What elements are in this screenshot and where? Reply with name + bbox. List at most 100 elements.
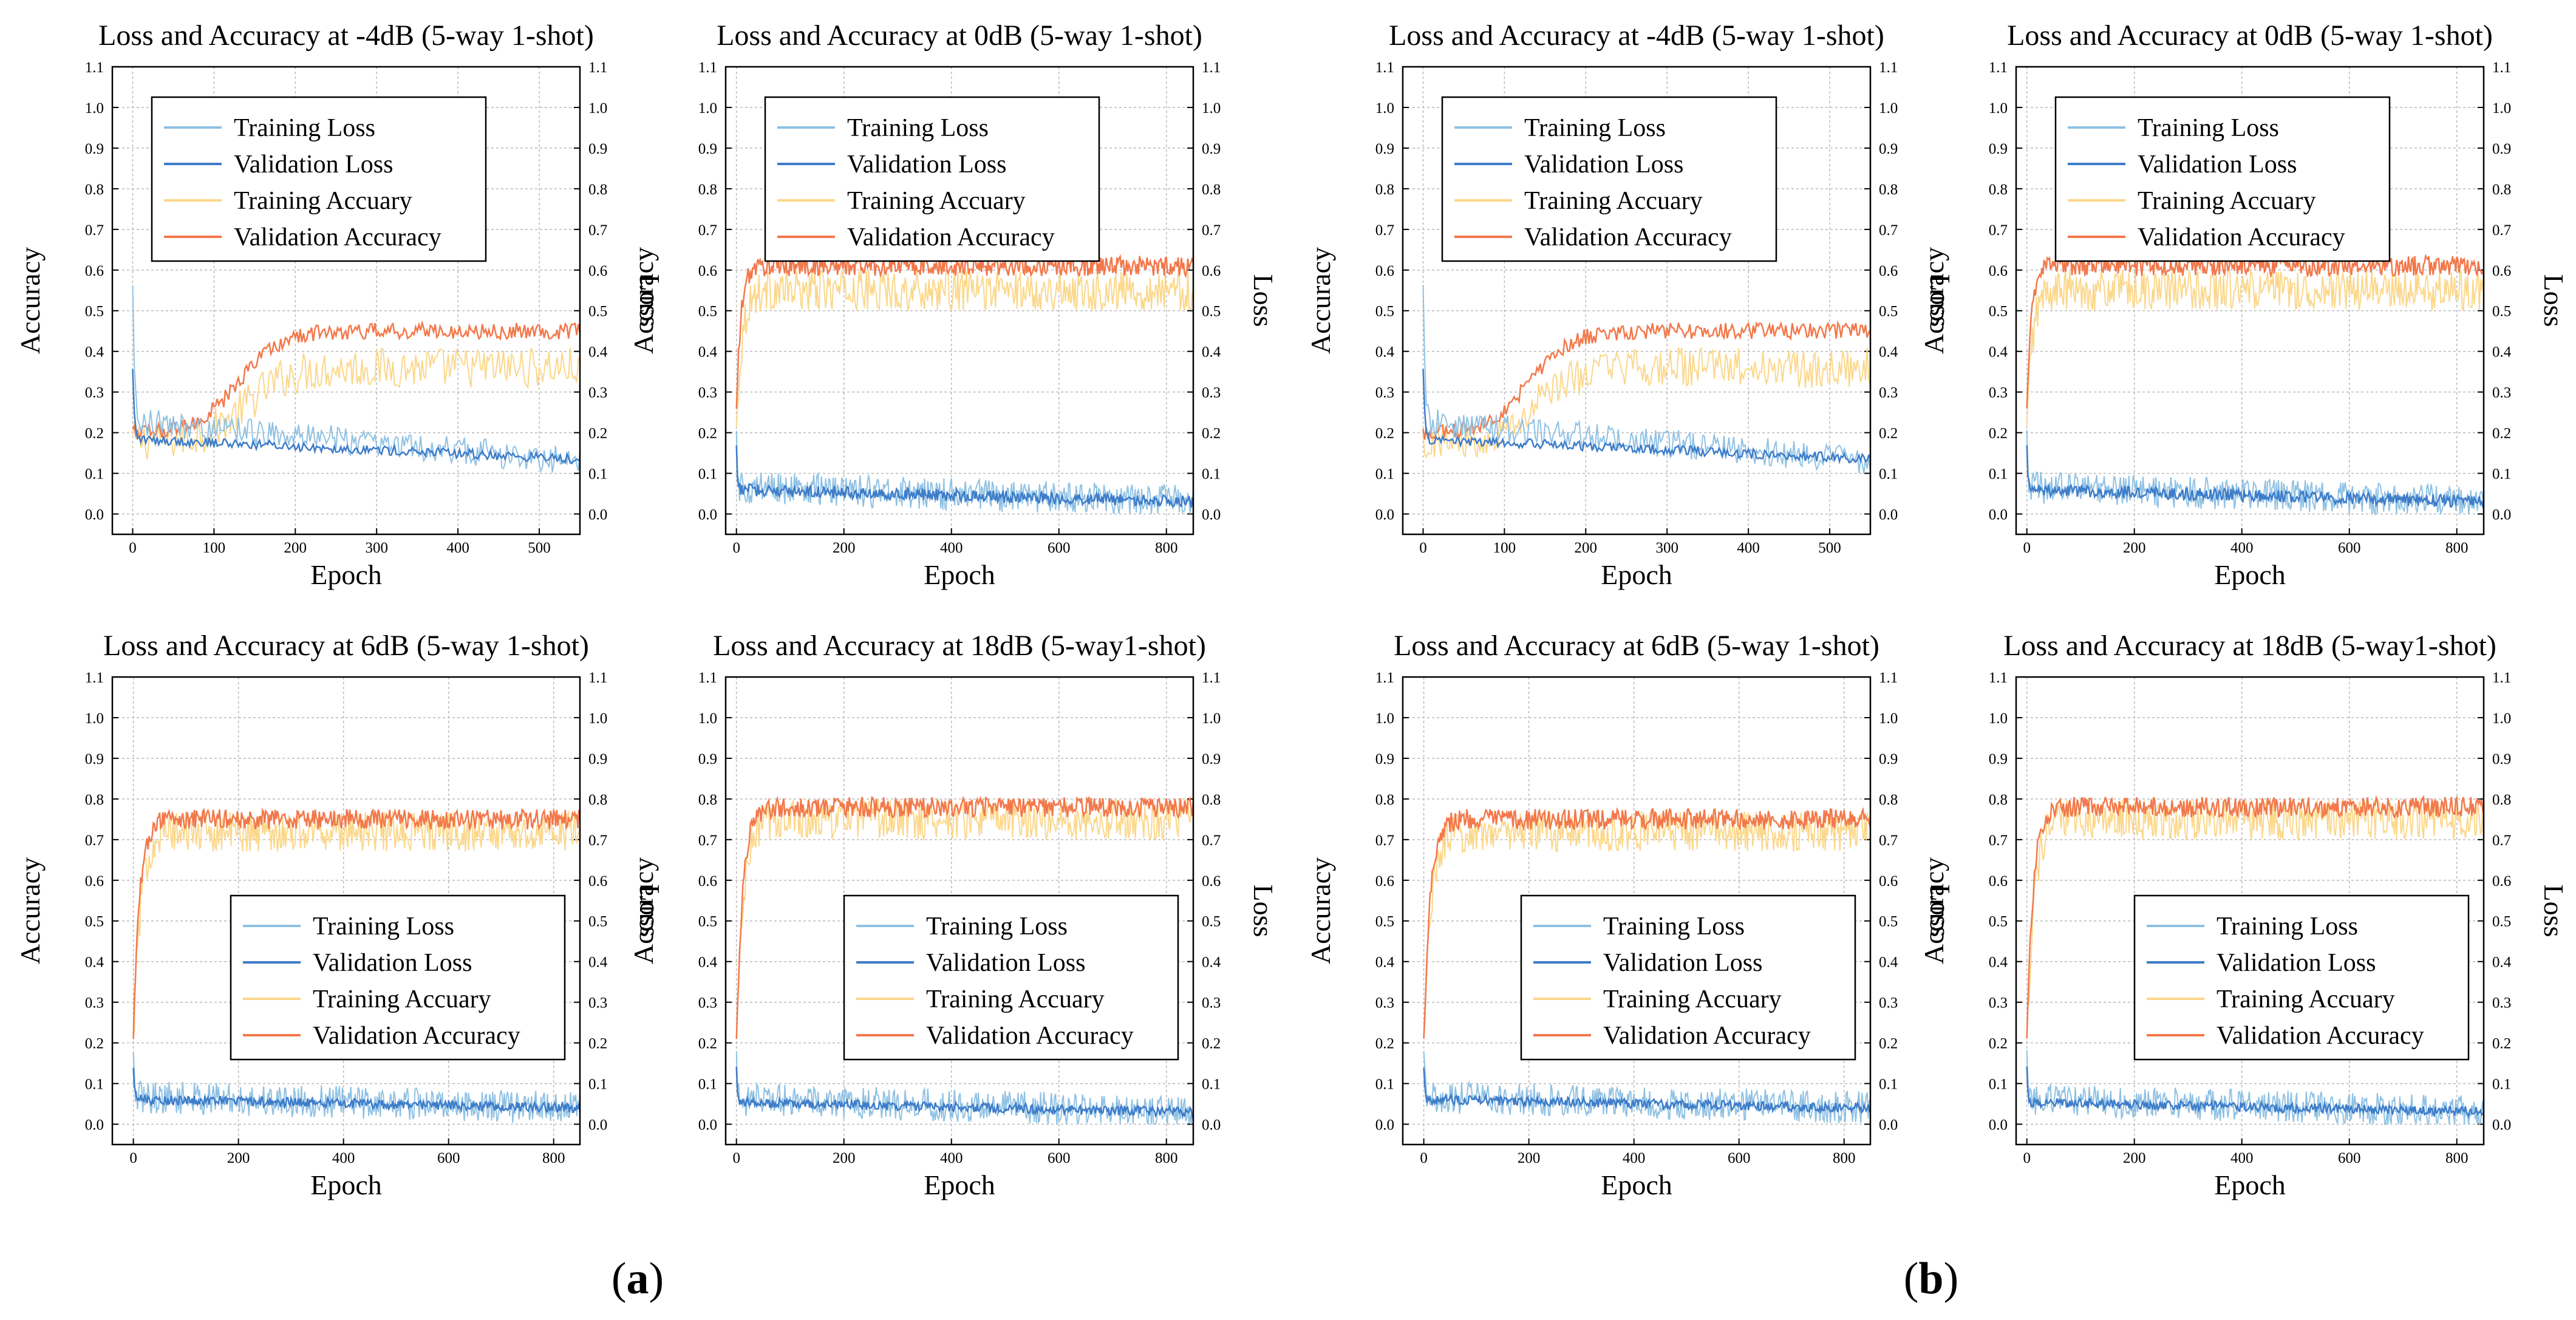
chart-b-1-1: 0 200 400 600 800 0.0 0.0 0.1 0.1 0.2 0.2 0.3 0.3 0.4… (1918, 630, 2569, 1200)
legend-label-validation-loss: Validation Loss (847, 151, 1006, 179)
y-tick-label-left: 0.3 (698, 385, 717, 401)
y-tick-label-left: 1.0 (1989, 100, 2008, 117)
y-tick-label-left: 0.8 (1375, 792, 1394, 808)
x-tick-label: 300 (365, 540, 388, 556)
y-tick-label-right: 0.7 (2492, 832, 2511, 849)
legend-label-training-loss: Training Loss (1603, 913, 1745, 941)
y-tick-label-right: 0.2 (1202, 1036, 1221, 1052)
x-axis-label: Epoch (1601, 559, 1672, 590)
y-tick-label-left: 0.4 (698, 954, 718, 971)
x-axis-label: Epoch (310, 559, 382, 590)
y-tick-label-right: 0.7 (588, 222, 607, 239)
y-tick-label-right: 0.8 (1879, 792, 1898, 808)
legend-box (2133, 894, 2470, 1061)
y-tick-label-left: 0.0 (85, 507, 104, 523)
x-tick-label: 600 (2338, 1150, 2361, 1166)
series-line-validation-loss (1422, 369, 1870, 464)
y-tick-label-right: 1.0 (1879, 710, 1898, 727)
y-tick-label-left: 0.4 (1989, 954, 2008, 971)
y-tick-label-right: 0.6 (2492, 263, 2511, 279)
y-tick-label-left: 0.1 (1375, 466, 1394, 483)
y-tick-label-left: 0.8 (1989, 182, 2008, 198)
panel-label-b-open: ( (1904, 1254, 1919, 1304)
legend-box (1520, 894, 1856, 1061)
series-line-validation-accuracy (1423, 807, 1870, 1039)
series-line-validation-loss (132, 1068, 580, 1114)
y-tick-label-right: 0.4 (1879, 954, 1898, 971)
y-tick-label-left: 0.1 (698, 466, 717, 483)
y-tick-label-left: 0.0 (1375, 507, 1394, 523)
legend-label-training-loss: Training Loss (234, 114, 375, 142)
series-line-training-accuracy (2026, 269, 2484, 427)
y-tick-label-right: 0.8 (1879, 182, 1898, 198)
y-tick-label-left: 0.2 (85, 426, 104, 442)
y-tick-label-left: 1.1 (698, 670, 717, 686)
x-axis-label: Epoch (1601, 1169, 1672, 1200)
legend-box (1441, 96, 1777, 262)
y-tick-label-left: 0.6 (1375, 873, 1394, 890)
y-tick-label-right: 0.5 (2492, 304, 2511, 320)
y-tick-label-right: 0.8 (2492, 182, 2511, 198)
series-line-training-loss (2026, 1050, 2484, 1126)
x-axis-label: Epoch (2214, 1169, 2286, 1200)
y-tick-label-left: 0.1 (1375, 1077, 1394, 1093)
y-tick-label-left: 0.8 (85, 182, 104, 198)
y-tick-label-right: 0.2 (1879, 426, 1898, 442)
legend-label-validation-loss: Validation Loss (2138, 151, 2297, 179)
y-tick-label-left: 0.0 (1375, 1117, 1394, 1134)
legend-label-training-accuracy: Training Accuary (2217, 985, 2395, 1013)
legend-label-validation-accuracy: Validation Accuracy (1603, 1022, 1811, 1050)
legend-label-validation-loss: Validation Loss (1603, 949, 1762, 977)
y-tick-label-left: 1.0 (85, 100, 104, 117)
series-line-training-accuracy (132, 347, 580, 460)
panel-label-b-letter: b (1918, 1254, 1943, 1304)
y-tick-label-right: 0.7 (2492, 222, 2511, 239)
y-tick-label-right: 0.7 (1202, 832, 1221, 849)
legend: Training Loss Validation Loss Training Acc… (843, 894, 1179, 1061)
y-tick-label-right: 1.1 (1202, 60, 1221, 76)
y-tick-label-right: 0.4 (2492, 344, 2512, 361)
series-line-validation-loss (1423, 1067, 1870, 1114)
series-line-training-loss (735, 430, 1193, 514)
y-tick-label-right: 0.9 (1202, 141, 1221, 157)
x-tick-label: 400 (940, 1150, 963, 1166)
chart-b-0-1: 0 200 400 600 800 0.0 0.0 0.1 0.1 0.2 0.2 0.3 0.3 0.4… (1918, 19, 2569, 590)
x-tick-label: 400 (940, 540, 963, 556)
y-tick-label-right: 0.2 (588, 426, 607, 442)
y-tick-label-left: 0.5 (698, 914, 717, 930)
y-tick-label-right: 0.5 (1879, 304, 1898, 320)
legend: Training Loss Validation Loss Training Acc… (2133, 894, 2470, 1061)
legend-label-training-loss: Training Loss (847, 114, 989, 142)
y-tick-label-left: 0.5 (1375, 304, 1394, 320)
x-tick-label: 800 (1155, 1150, 1178, 1166)
x-tick-label: 0 (129, 1150, 137, 1166)
y-tick-label-left: 0.9 (1989, 141, 2008, 157)
x-tick-label: 500 (1818, 540, 1841, 556)
y-tick-label-left: 0.7 (1989, 222, 2008, 239)
panel-label-a: (a) (612, 1254, 664, 1304)
y-tick-label-right: 0.4 (2492, 954, 2512, 971)
y-tick-label-right: 1.0 (1202, 710, 1221, 727)
legend-label-validation-accuracy: Validation Accuracy (313, 1022, 520, 1050)
y-tick-label-left: 0.2 (85, 1036, 104, 1052)
x-tick-label: 200 (284, 540, 307, 556)
series-line-validation-loss (2026, 445, 2484, 509)
y-tick-label-right: 0.3 (588, 995, 607, 1012)
y-tick-label-right: 0.7 (1879, 832, 1898, 849)
y-tick-label-left: 1.1 (698, 60, 717, 76)
y-tick-label-left: 0.7 (1989, 832, 2008, 849)
y-tick-label-right: 0.3 (1202, 385, 1221, 401)
x-tick-label: 400 (446, 540, 469, 556)
series-line-training-loss (735, 1051, 1193, 1125)
x-tick-label: 500 (528, 540, 551, 556)
y-tick-label-right: 0.9 (2492, 751, 2511, 767)
y-tick-label-right: 0.2 (1202, 426, 1221, 442)
series-line-training-accuracy (132, 810, 580, 1038)
y-tick-label-right: 0.5 (588, 914, 607, 930)
y-tick-label-right: 0.0 (2492, 507, 2511, 523)
y-tick-label-left: 0.7 (698, 222, 717, 239)
plot-frame (2015, 676, 2485, 1146)
y-tick-label-right: 0.2 (1879, 1036, 1898, 1052)
y-tick-label-right: 0.5 (1202, 304, 1221, 320)
y-tick-label-left: 0.3 (1989, 995, 2008, 1012)
